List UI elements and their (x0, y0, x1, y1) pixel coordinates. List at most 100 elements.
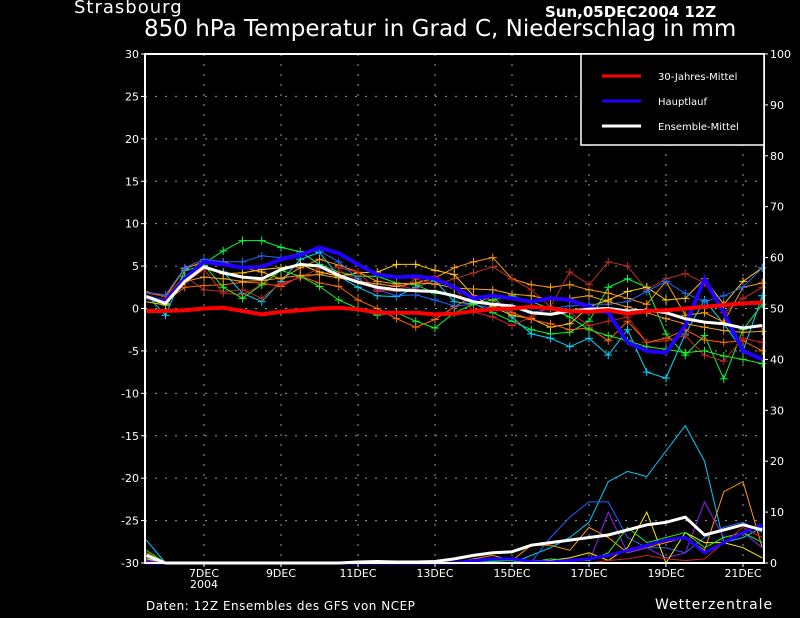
temp-member-point (585, 291, 593, 300)
temp-member-point (200, 281, 208, 290)
temp-member-point (585, 325, 593, 334)
ytick-right-label: 70 (770, 201, 784, 214)
xtick-label: 13DEC (416, 567, 453, 580)
data-source-note: Daten: 12Z Ensembles des GFS von NCEP (146, 599, 416, 613)
temp-member-point (354, 268, 362, 277)
temp-member-point (546, 283, 555, 292)
xtick-label: 19DEC (647, 567, 684, 580)
precip-series (145, 424, 763, 565)
ytick-left-label: 20 (125, 133, 139, 146)
temp-member-point (662, 374, 670, 383)
temp-member-point (180, 263, 189, 272)
ytick-left-label: 30 (125, 48, 139, 61)
temp-member-point (623, 287, 632, 296)
temp-member-point (238, 257, 247, 266)
temp-member-point (662, 296, 670, 305)
precip-member-line-3 (146, 500, 763, 564)
temp-member-point (431, 315, 439, 324)
temp-member-point (488, 253, 497, 262)
precip-member-line-0 (145, 424, 763, 564)
temp-member-point (315, 282, 324, 291)
temp-member-point (488, 312, 497, 321)
temp-member-point (334, 282, 343, 291)
temp-member-point (700, 308, 709, 317)
ytick-left-label: 10 (125, 218, 139, 231)
temp-member-point (296, 271, 305, 280)
temp-member-point (565, 312, 574, 321)
xtick-label: 21DEC (724, 567, 761, 580)
temp-member-point (238, 277, 247, 286)
temp-member-point (604, 351, 613, 360)
legend-label: Ensemble-Mittel (658, 122, 739, 133)
temp-member-point (277, 243, 285, 252)
ytick-right-label: 30 (770, 404, 784, 417)
precip-member-line-2 (146, 501, 763, 564)
temp-member-point (431, 324, 439, 333)
temp-member-point (719, 291, 728, 300)
ytick-right-label: 60 (770, 252, 784, 265)
ytick-right-label: 50 (770, 303, 784, 316)
temp-member-point (238, 268, 247, 277)
temp-member-point (700, 323, 709, 332)
temp-member-point (758, 338, 767, 347)
temp-member-point (200, 273, 208, 282)
temp-member-point (238, 236, 247, 245)
ytick-left-label: 25 (125, 90, 139, 103)
legend-label: Hauptlauf (658, 97, 707, 108)
temp-member-point (219, 246, 228, 255)
station-name: Strasbourg (74, 0, 183, 18)
temp-member-point (315, 270, 324, 279)
temp-member-point (700, 346, 709, 355)
ytick-right-label: 100 (770, 48, 791, 61)
ytick-right-label: 10 (770, 506, 784, 519)
temp-member-point (623, 274, 632, 283)
temp-member-point (739, 355, 747, 364)
temp-member-point (565, 342, 574, 351)
temp-member-point (527, 312, 536, 321)
temp-member-point (758, 359, 767, 368)
temp-member-point (700, 297, 709, 306)
temp-member-point (565, 268, 574, 277)
xtick-label: 11DEC (339, 567, 376, 580)
temp-member-point (469, 284, 478, 293)
ytick-left-label: -10 (121, 387, 139, 400)
temp-member-point (700, 335, 709, 344)
temp-member-point (277, 280, 285, 289)
brand-label: Wetterzentrale (655, 597, 774, 613)
temp-member-point (469, 257, 478, 266)
run-date: Sun,05DEC2004 12Z (545, 3, 717, 21)
temp-member-point (257, 251, 266, 260)
temp-member-point (604, 297, 613, 306)
temp-member-point (508, 274, 516, 283)
temp-member-point (334, 296, 343, 305)
temp-member-point (392, 291, 401, 300)
temp-main-run-line (145, 245, 764, 362)
temp-member-point (431, 296, 439, 305)
temp-member-point (546, 319, 555, 328)
temp-member-point (604, 257, 613, 266)
temp-member-point (219, 274, 228, 283)
plot-frame (144, 53, 765, 564)
ytick-left-label: -15 (121, 430, 139, 443)
temp-member-point (681, 331, 690, 340)
temp-member-point (739, 328, 747, 337)
temperature-series (145, 236, 767, 383)
temp-member-point (662, 336, 670, 345)
temp-member-point (719, 352, 728, 361)
ytick-right-label: 40 (770, 353, 784, 366)
legend-label: 30-Jahres-Mittel (658, 72, 737, 83)
temp-member-point (585, 280, 593, 289)
temp-member-point (719, 326, 728, 335)
xtick-label: 15DEC (493, 567, 530, 580)
ytick-right-label: 0 (770, 557, 777, 570)
axes: 302520151050-5-10-15-20-25-3010090807060… (121, 48, 791, 591)
xtick-label: 9DEC (266, 567, 296, 580)
ytick-left-label: 15 (125, 175, 139, 188)
temp-member-point (604, 317, 613, 326)
temp-member-point (585, 334, 593, 343)
temp-member-point (469, 268, 478, 277)
ytick-left-label: -20 (121, 472, 139, 485)
temp-member-point (681, 289, 690, 298)
temp-member-point (354, 296, 362, 305)
